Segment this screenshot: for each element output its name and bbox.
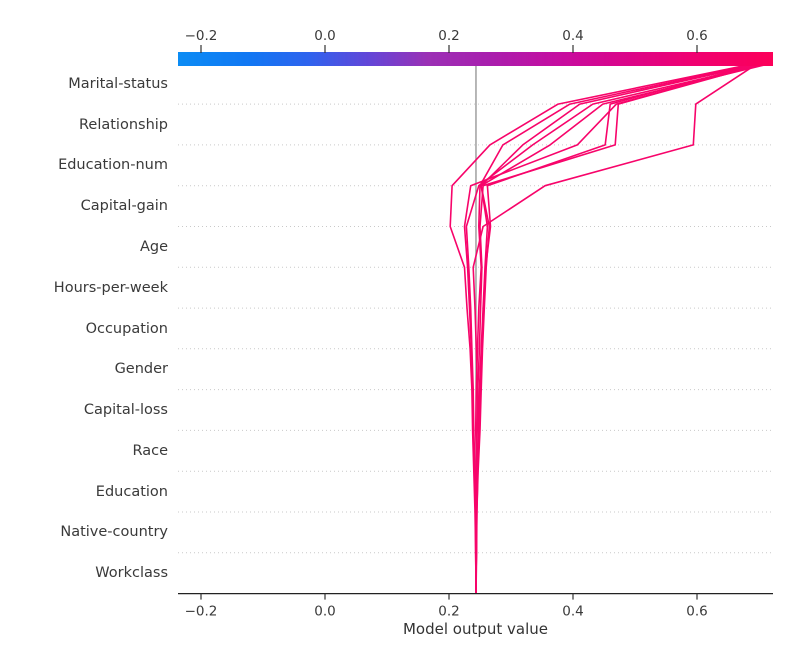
decision-line-observation-2 (474, 62, 766, 594)
decision-line-observation-9 (475, 62, 761, 594)
x-tick-label: 0.4 (562, 604, 583, 620)
colorbar-tick-label: 0.6 (686, 28, 707, 44)
colorbar-tick-label: −0.2 (185, 28, 218, 44)
decision-line-observation-3 (449, 62, 757, 594)
x-tick-label: 0.0 (314, 604, 335, 620)
y-tick-label-gender: Gender (114, 361, 168, 378)
decision-line-observation-5 (474, 62, 763, 594)
colorbar-tick-label: 0.2 (438, 28, 459, 44)
y-tick-label-marital-status: Marital-status (68, 75, 168, 92)
bottom-axis: −0.2 0.0 0.2 0.4 0.6 (178, 592, 773, 620)
y-tick-label-workclass: Workclass (95, 565, 168, 582)
x-axis-title: Model output value (402, 620, 549, 638)
y-tick-label-education: Education (95, 483, 168, 500)
y-axis-feature-labels: Marital-status Relationship Education-num C… (0, 0, 168, 670)
x-tick-label: −0.2 (185, 604, 218, 620)
colorbar-axis: −0.2 0.0 0.2 0.4 0.6 (185, 28, 708, 53)
decision-line-observation-7 (475, 62, 772, 594)
y-tick-label-capital-gain: Capital-gain (80, 198, 168, 215)
feature-value-colorbar (178, 52, 773, 66)
colorbar-tick-label: 0.0 (314, 28, 335, 44)
y-tick-label-education-num: Education-num (58, 157, 168, 174)
colorbar-tick-label: 0.4 (562, 28, 583, 44)
y-tick-label-hours-per-week: Hours-per-week (53, 279, 168, 296)
decision-line-observation-6 (465, 62, 769, 594)
y-tick-label-relationship: Relationship (78, 116, 168, 133)
y-tick-label-age: Age (139, 238, 168, 255)
y-tick-label-native-country: Native-country (60, 524, 168, 541)
x-tick-label: 0.2 (438, 604, 459, 620)
decision-line-observation-4 (474, 62, 760, 594)
y-tick-label-race: Race (132, 442, 168, 459)
y-tick-label-capital-loss: Capital-loss (83, 402, 168, 418)
y-tick-label-occupation: Occupation (85, 320, 168, 337)
x-tick-label: 0.6 (686, 604, 707, 620)
decision-lines (449, 62, 772, 594)
decision-line-observation-8 (463, 62, 765, 594)
